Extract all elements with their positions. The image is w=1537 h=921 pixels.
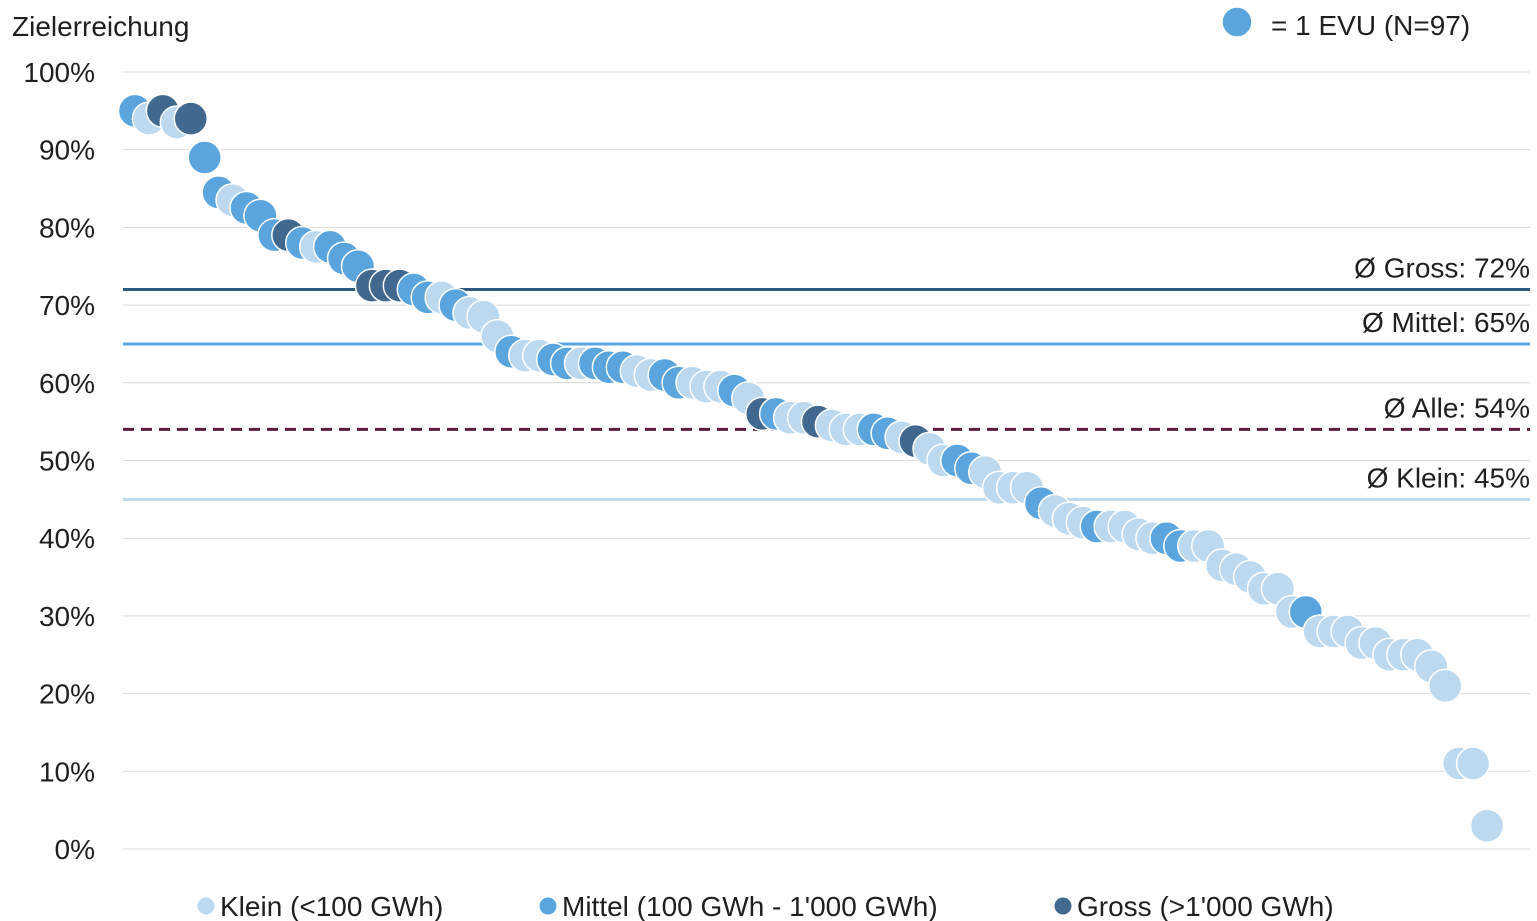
data-points xyxy=(117,93,1505,843)
y-tick-label: 20% xyxy=(39,679,95,710)
legend-marker-mittel xyxy=(539,897,557,915)
data-point-klein xyxy=(1427,668,1463,704)
legend-label-klein: Klein (<100 GWh) xyxy=(220,891,443,921)
y-tick-label: 0% xyxy=(55,834,95,865)
y-tick-label: 100% xyxy=(23,57,95,88)
y-axis-tick-labels: 0% 10% 20% 30% 40% 50% 60% 70% 80% 90% 100% xyxy=(23,57,95,865)
y-tick-label: 40% xyxy=(39,523,95,554)
marker-note: = 1 EVU (N=97) xyxy=(1271,10,1470,41)
reference-line-label: Ø Gross: 72% xyxy=(1354,253,1530,284)
reference-line-label: Ø Klein: 45% xyxy=(1367,462,1530,493)
legend-marker-klein xyxy=(197,897,215,915)
y-tick-label: 10% xyxy=(39,756,95,787)
legend: Klein (<100 GWh) Mittel (100 GWh - 1'000 … xyxy=(197,891,1334,921)
y-tick-label: 30% xyxy=(39,601,95,632)
y-tick-label: 60% xyxy=(39,368,95,399)
data-point-gross xyxy=(173,101,209,136)
y-tick-label: 90% xyxy=(39,135,95,166)
marker-note-dot xyxy=(1221,6,1253,38)
reference-line-label: Ø Alle: 54% xyxy=(1384,392,1530,423)
y-tick-label: 70% xyxy=(39,290,95,321)
y-axis-label: Zielerreichung xyxy=(12,11,189,42)
reference-line-label: Ø Mittel: 65% xyxy=(1362,307,1530,338)
legend-label-gross: Gross (>1'000 GWh) xyxy=(1077,891,1334,921)
data-point-mittel xyxy=(187,140,222,175)
data-point-klein xyxy=(1455,746,1491,781)
gridlines xyxy=(123,71,1530,850)
y-tick-label: 80% xyxy=(39,212,95,243)
y-tick-label: 50% xyxy=(39,446,95,477)
legend-marker-gross xyxy=(1054,897,1072,915)
reference-lines: Ø Gross: 72% Ø Mittel: 65% Ø Alle: 54% Ø Kl… xyxy=(123,253,1530,501)
data-point-klein xyxy=(1469,808,1505,843)
legend-label-mittel: Mittel (100 GWh - 1'000 GWh) xyxy=(562,891,938,921)
